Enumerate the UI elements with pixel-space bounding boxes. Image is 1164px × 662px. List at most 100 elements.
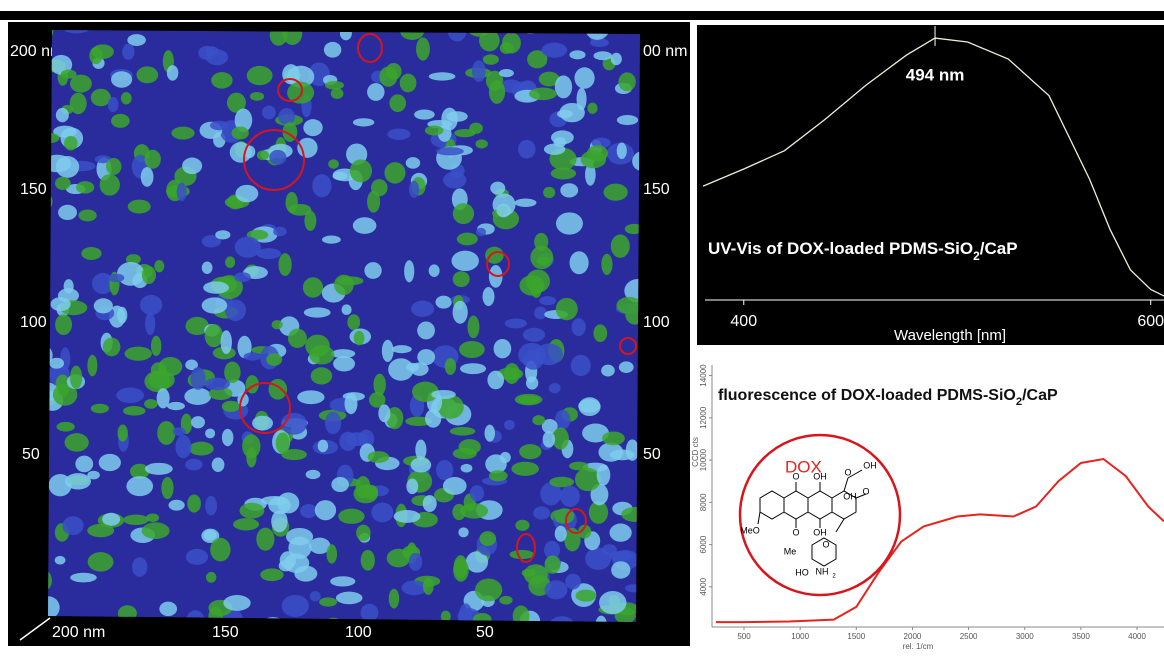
afm-feature (542, 43, 568, 58)
afm-feature (145, 463, 173, 475)
afm-feature (276, 432, 290, 453)
afm-feature (453, 271, 470, 287)
afm-feature (571, 355, 591, 376)
afm-feature (286, 192, 298, 213)
afm-feature (204, 530, 217, 541)
afm-feature (331, 477, 349, 492)
axis-label: 150 (212, 624, 239, 641)
afm-feature (522, 569, 536, 577)
afm-feature (429, 72, 456, 80)
afm-feature (182, 158, 202, 175)
afm-feature (361, 604, 379, 622)
atom-label: HO (795, 567, 809, 577)
afm-feature (328, 159, 339, 168)
dox-inset: DOXOOHOOHOHMeOOOHOMeOHONH2 (740, 435, 900, 595)
afm-feature (518, 396, 539, 404)
afm-feature (386, 63, 402, 80)
afm-feature (489, 80, 505, 104)
x-tick-label: 4000 (1128, 632, 1146, 641)
afm-feature (87, 471, 100, 480)
afm-feature (189, 442, 214, 456)
afm-feature (545, 555, 561, 573)
axis-label: 50 (476, 624, 494, 641)
afm-feature (108, 97, 119, 112)
peak-label: 494 nm (906, 65, 965, 84)
afm-feature (56, 108, 69, 122)
afm-feature (286, 528, 313, 545)
afm-feature (515, 520, 529, 531)
afm-feature (499, 69, 514, 77)
afm-feature (88, 552, 114, 571)
afm-feature (611, 561, 630, 578)
afm-feature (350, 159, 372, 182)
afm-feature (142, 266, 156, 284)
afm-feature (604, 184, 628, 201)
afm-feature (212, 457, 225, 472)
afm-feature (572, 318, 586, 336)
afm-feature (315, 500, 336, 520)
afm-feature (368, 451, 390, 463)
afm-feature (529, 88, 557, 101)
afm-feature (560, 486, 580, 507)
figure: 200 nm1501005000 nm15010050200 nm1501005… (0, 0, 1164, 662)
afm-feature (534, 307, 547, 320)
afm-feature (191, 416, 205, 428)
afm-feature (509, 550, 534, 559)
afm-feature (602, 432, 625, 446)
afm-feature (543, 431, 555, 447)
afm-feature (601, 254, 612, 275)
afm-feature (556, 212, 583, 234)
afm-feature (70, 93, 87, 114)
axis-label: 50 (22, 446, 40, 463)
afm-feature (485, 425, 495, 442)
afm-feature (610, 524, 632, 542)
afm-feature (111, 114, 130, 128)
afm-feature (235, 185, 258, 202)
afm-feature (593, 324, 607, 342)
y-tick-label: 12000 (699, 406, 708, 429)
afm-feature (545, 580, 568, 599)
afm-feature (483, 287, 495, 306)
afm-feature (443, 172, 466, 189)
afm-feature (64, 279, 74, 293)
title-part: fluorescence of DOX-loaded PDMS-SiO (718, 387, 1016, 404)
afm-feature (354, 331, 365, 345)
afm-feature (65, 473, 91, 489)
afm-feature (225, 256, 235, 268)
afm-feature (443, 477, 467, 495)
afm-feature (453, 203, 474, 224)
x-axis-label: Wavelength [nm] (894, 327, 1006, 344)
afm-feature (479, 30, 500, 52)
atom-label: OH (843, 491, 857, 501)
afm-feature (231, 126, 248, 139)
afm-feature (330, 576, 355, 586)
afm-feature (511, 462, 539, 476)
afm-feature (126, 476, 153, 496)
afm-feature (206, 572, 216, 583)
afm-feature (132, 557, 147, 577)
afm-feature (387, 129, 410, 140)
y-tick-label: 10000 (699, 448, 708, 471)
atom-label: O (862, 486, 869, 496)
afm-feature (537, 256, 550, 265)
afm-feature (56, 156, 79, 178)
afm-feature (106, 158, 121, 175)
afm-feature (319, 597, 337, 606)
afm-feature (472, 60, 486, 82)
afm-feature (167, 402, 185, 410)
afm-feature (364, 262, 381, 279)
afm-feature (272, 320, 283, 329)
afm-feature (599, 591, 626, 614)
afm-feature (333, 356, 355, 371)
afm-feature (117, 262, 145, 286)
afm-feature (324, 42, 341, 58)
afm-feature (310, 591, 321, 601)
afm-feature (140, 295, 162, 315)
afm-feature (543, 187, 555, 198)
afm-image (32, 16, 654, 633)
afm-feature (235, 237, 261, 258)
axis-label: 50 (643, 446, 661, 463)
afm-feature (523, 350, 543, 370)
afm-feature (460, 363, 486, 374)
afm-feature (544, 144, 565, 155)
